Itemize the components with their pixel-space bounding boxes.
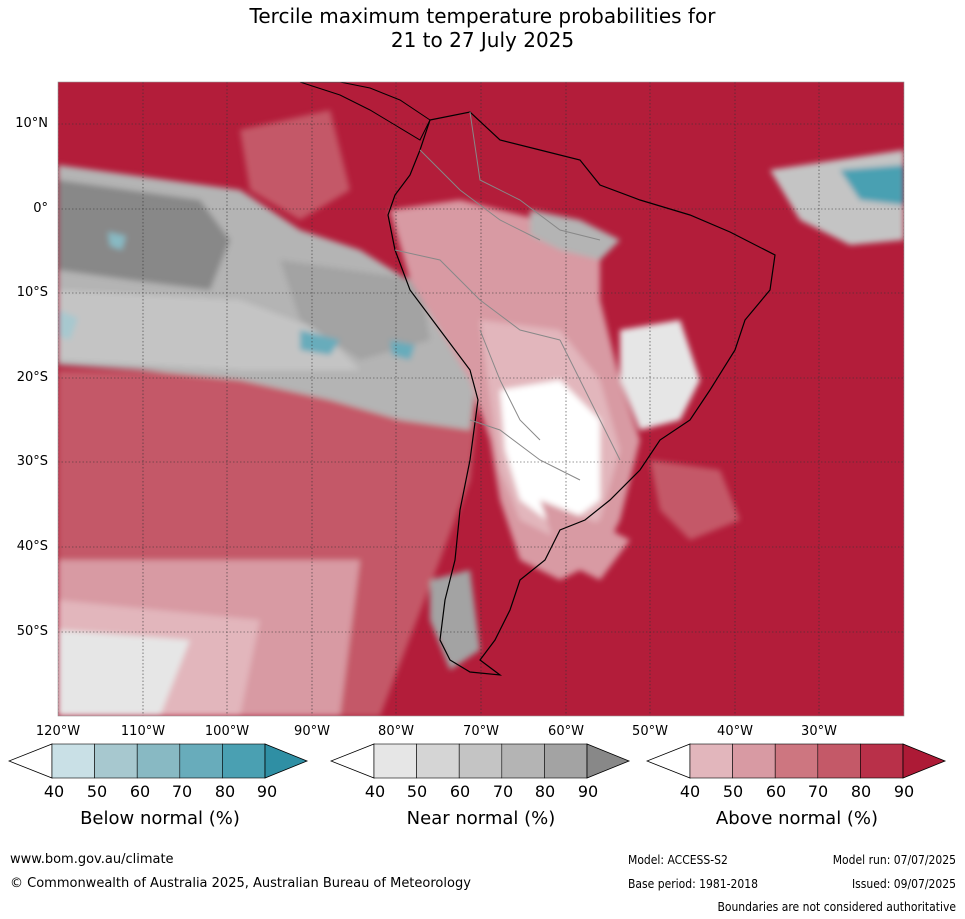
cb-near-tick-70: 70 (492, 782, 514, 801)
cb-below-tick-50: 50 (86, 782, 108, 801)
lon-label-90w: 90°W (294, 724, 330, 739)
cb-below-tick-40: 40 (43, 782, 65, 801)
footer-website-link[interactable]: www.bom.gov.au/climate (10, 852, 174, 867)
cb-below-low-extend (8, 743, 53, 779)
lon-label-30w: 30°W (801, 724, 837, 739)
cb-near-swatch-3 (501, 743, 545, 779)
cb-below-tick-70: 70 (171, 782, 193, 801)
central-america-coastline (299, 82, 431, 141)
lat-label-10s: 10°S (16, 285, 48, 300)
lon-label-80w: 80°W (378, 724, 414, 739)
brazil-grey (620, 320, 700, 430)
title-line-2: 21 to 27 July 2025 (390, 28, 575, 52)
pacific-red-patch (240, 110, 350, 220)
cb-near-tick-40: 40 (364, 782, 386, 801)
cb-below-swatch-2 (136, 743, 181, 779)
cb-above-swatch-1 (732, 743, 776, 779)
footer-model-run: Model run: 07/07/2025 (832, 853, 956, 867)
cb-above-low-extend (646, 743, 691, 779)
cb-near-swatch-2 (458, 743, 503, 779)
cb-near-swatch-0 (373, 743, 417, 779)
pacific-mid-grey (58, 290, 360, 370)
lat-label-50s: 50°S (16, 624, 48, 639)
colorbar-below-normal (8, 743, 309, 779)
cb-near-tick-50: 50 (406, 782, 428, 801)
cb-near-swatch-4 (544, 743, 588, 779)
cb-below-swatch-3 (179, 743, 223, 779)
cb-near-high-extend (586, 743, 631, 779)
lon-label-110w: 110°W (120, 724, 166, 739)
footer-disclaimer: Boundaries are not considered authoritat… (717, 900, 956, 914)
cb-above-title: Above normal (%) (715, 808, 879, 829)
lon-label-120w: 120°W (35, 724, 81, 739)
cb-near-swatch-1 (416, 743, 460, 779)
cb-below-tick-90: 90 (256, 782, 278, 801)
cb-below-swatch-1 (94, 743, 138, 779)
amazon-grey (530, 210, 620, 260)
below-normal-patch-4 (58, 310, 78, 340)
lat-label-40s: 40°S (16, 539, 48, 554)
cb-above-high-extend (902, 743, 947, 779)
cb-above-tick-40: 40 (679, 782, 701, 801)
cb-above-swatch-4 (860, 743, 904, 779)
cb-near-tick-90: 90 (577, 782, 599, 801)
cb-above-swatch-2 (774, 743, 819, 779)
cb-near-title: Near normal (%) (406, 808, 556, 829)
cb-below-tick-80: 80 (214, 782, 236, 801)
cb-above-tick-60: 60 (765, 782, 787, 801)
cb-above-swatch-0 (689, 743, 733, 779)
graticule (58, 82, 904, 716)
map-title: Tercile maximum temperature probabilitie… (0, 4, 965, 52)
map-frame (57, 81, 905, 717)
below-normal-patch-3 (108, 232, 126, 250)
lon-label-60w: 60°W (548, 724, 584, 739)
colorbar-near-normal (330, 743, 631, 779)
pacific-grey-patch (280, 260, 430, 360)
cb-above-swatch-3 (817, 743, 861, 779)
cb-below-swatch-4 (222, 743, 266, 779)
lat-label-0: 0° (33, 201, 48, 216)
pacific-dark-grey (58, 180, 230, 290)
below-normal-patch-1 (300, 330, 340, 355)
cb-above-tick-80: 80 (850, 782, 872, 801)
cb-below-swatch-0 (51, 743, 95, 779)
cb-below-high-extend (264, 743, 309, 779)
cb-near-tick-80: 80 (534, 782, 556, 801)
footer-issued: Issued: 09/07/2025 (851, 877, 956, 891)
lat-label-20s: 20°S (16, 370, 48, 385)
lon-label-50w: 50°W (632, 724, 668, 739)
cb-above-tick-50: 50 (722, 782, 744, 801)
cb-above-tick-70: 70 (807, 782, 829, 801)
interior-white (500, 380, 600, 530)
colorbar-above-normal (646, 743, 947, 779)
south-america-coastline (387, 111, 776, 676)
lat-label-10n: 10°N (15, 116, 48, 131)
country-borders (394, 111, 621, 481)
footer-copyright: © Commonwealth of Australia 2025, Austra… (10, 876, 471, 891)
cb-below-tick-60: 60 (129, 782, 151, 801)
cb-near-tick-60: 60 (449, 782, 471, 801)
title-line-1: Tercile maximum temperature probabilitie… (249, 4, 716, 28)
cb-near-low-extend (330, 743, 375, 779)
argentine-coast-red (540, 500, 630, 580)
lon-label-70w: 70°W (463, 724, 499, 739)
lat-label-30s: 30°S (16, 454, 48, 469)
footer-base-period: Base period: 1981-2018 (628, 877, 759, 891)
lon-label-40w: 40°W (717, 724, 753, 739)
south-pacific-near-normal (58, 630, 190, 716)
cb-above-tick-90: 90 (893, 782, 915, 801)
footer-model: Model: ACCESS-S2 (628, 853, 728, 867)
cb-below-title: Below normal (%) (80, 808, 240, 829)
lon-label-100w: 100°W (204, 724, 250, 739)
atlantic-below-normal (840, 165, 904, 205)
atlantic-red-patch (650, 460, 740, 540)
